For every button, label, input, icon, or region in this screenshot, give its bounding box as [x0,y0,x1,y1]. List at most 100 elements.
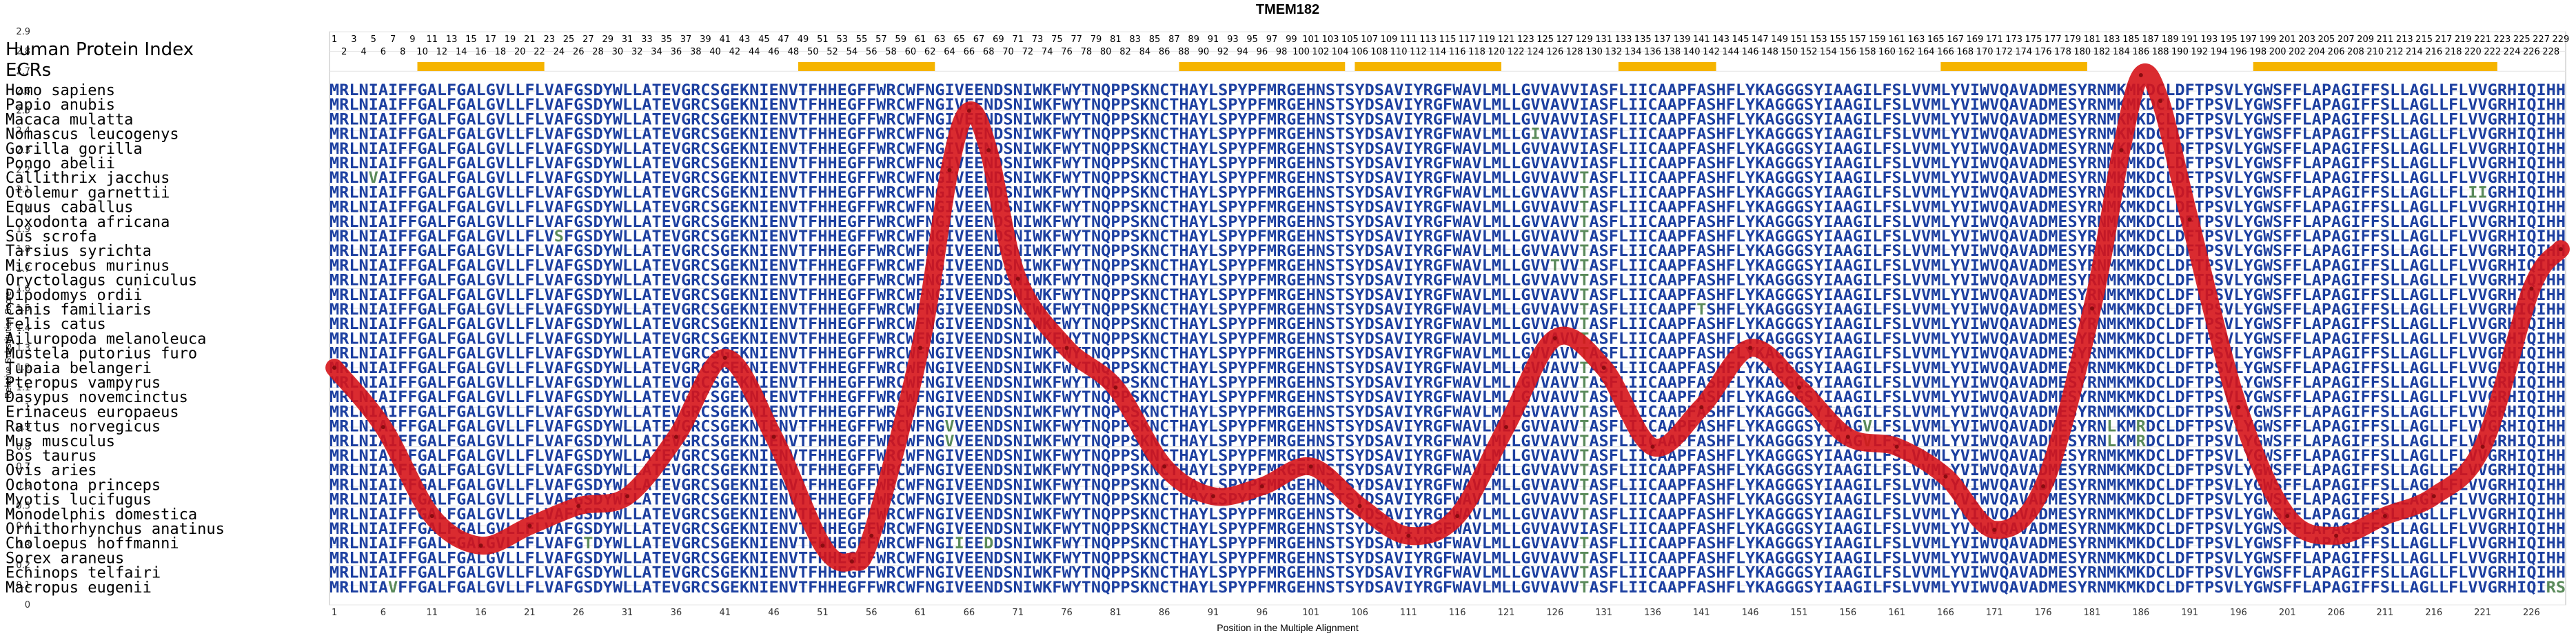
species-label: Tarsius syrichta [6,243,152,260]
x-tick-label: 31 [622,608,633,618]
substitution-score-point [947,168,952,172]
sequence-segment: T [1579,433,1589,450]
protein-index-number: 207 [2337,34,2355,45]
ecr-bar [2253,62,2497,71]
sequence-segment: RS [2546,579,2566,597]
substitution-score-point [2158,99,2163,103]
protein-index-number: 54 [846,47,858,57]
protein-index-number: 50 [807,47,819,57]
y-tick-label: 2.5 [16,106,30,117]
protein-index-number: 97 [1266,34,1278,45]
substitution-score-point [2119,148,2124,152]
substitution-score-point [1455,514,1460,519]
sequence-segment: T [1579,375,1589,392]
protein-index-number: 23 [543,34,555,45]
protein-index-number: 78 [1081,47,1093,57]
substitution-score-point [625,494,630,499]
substitution-score-point [1162,464,1167,469]
substitution-score-point [2558,247,2563,252]
protein-index-number: 135 [1634,34,1652,45]
substitution-score-point [1845,435,1850,439]
substitution-score-point [1259,484,1264,489]
protein-index-number: 218 [2445,47,2462,57]
sequence-segment: FFGALFGALGVLLFLVAFGSDYWLLATEVGRCSGEKNIEN… [398,579,1579,597]
protein-index-number: 199 [2260,34,2277,45]
substitution-score-point [849,559,854,564]
sequence-segment: T [1579,419,1589,436]
species-label: Oryctolagus cuniculus [6,272,197,290]
protein-index-number: 166 [1937,47,1954,57]
sequence-segment: D [984,535,993,552]
sequence-segment: T [1579,565,1589,582]
y-tick-label: 1.8 [16,244,30,255]
sequence-row: MRLNIAIFFGALFGALGVLLFLVAFGSDYWLLATEVGRCS… [329,141,2566,158]
protein-index-number: 210 [2366,47,2384,57]
sequence-row: MRLNIAIFFGALFGALGVLLFLVAFGSDYWLLATEVGRCS… [329,477,2566,494]
sequence-row: MRLNIAIFFGALFGALGVLLFLVAFGSDYWLLATEVGRCS… [329,82,2566,99]
protein-index-number: 44 [749,47,760,57]
substitution-score-point [1943,474,1948,479]
protein-index-number: 138 [1663,47,1681,57]
sequence-segment: I [1530,126,1540,143]
sequence-segment: T [1579,360,1589,377]
protein-index-number: 114 [1429,47,1446,57]
y-tick-label: 2.1 [16,185,30,195]
protein-index-number: 152 [1801,47,1818,57]
protein-index-number: 133 [1615,34,1632,45]
protein-index-number: 42 [729,47,741,57]
sequence-segment: T [1579,579,1589,597]
protein-index-number: 112 [1410,47,1427,57]
y-tick-label: 0.4 [16,521,30,531]
sequence-segment: EE [964,535,984,552]
protein-index-number: 142 [1703,47,1720,57]
sequence-segment: V [944,419,954,436]
substitution-score-point [1894,444,1899,449]
x-tick-label: 221 [2474,608,2491,618]
y-tick-label: 2.9 [16,27,30,37]
protein-index-number: 64 [944,47,955,57]
protein-index-number: 32 [631,47,643,57]
substitution-score-point [1552,336,1557,341]
substitution-score-point [820,544,825,548]
protein-index-number: 99 [1286,34,1297,45]
protein-index-number: 148 [1761,47,1778,57]
sequence-segment: I [955,535,964,552]
substitution-score-point [576,504,581,508]
protein-index-number: 193 [2201,34,2218,45]
species-label: Equus caballus [6,199,133,217]
protein-index-number: 183 [2103,34,2120,45]
species-label: Microcebus murinus [6,257,170,275]
x-tick-label: 26 [573,608,585,618]
protein-index-number: 33 [641,34,653,45]
protein-index-number: 73 [1032,34,1044,45]
protein-index-number: 40 [709,47,721,57]
x-axis: 1 6 11 16 21 26 31 36 41 46 51 56 61 66 71 76 81 86 91 96 10… [332,34,2569,618]
protein-index-number: 222 [2484,47,2501,57]
protein-index-number: 201 [2279,34,2296,45]
protein-index-number: 124 [1527,47,1544,57]
x-tick-label: 121 [1498,608,1515,618]
protein-index-number: 146 [1742,47,1759,57]
sequence-segment: MRLNIAIFFGALFGALGVLLFLVAFGSDYWLLATEVGRCS… [329,419,944,436]
protein-index-number: 104 [1332,47,1349,57]
sequence-segment: ASFLIICAAPFASHFLYKAGGGSYIAAGILFSLVVMLYVI… [1589,272,2566,290]
substitution-score-point [1357,504,1362,508]
sequence-segment: MRLN [329,170,369,187]
protein-index-number: 47 [778,34,789,45]
y-axis-label: Relative Substitution Score [3,291,13,399]
protein-index-number: 108 [1370,47,1388,57]
x-tick-label: 206 [2328,608,2345,618]
protein-index-number: 144 [1722,47,1739,57]
sequence-segment: KM [2116,433,2136,450]
species-label: Macropus eugenii [6,579,152,597]
protein-index-number: 25 [563,34,575,45]
protein-index-number: 129 [1576,34,1593,45]
protein-index-number: 151 [1791,34,1808,45]
species-label: Gorilla gorilla [6,141,143,158]
protein-index-number: 110 [1390,47,1408,57]
protein-index-number: 11 [426,34,438,45]
sequence-segment: KM [2116,419,2136,436]
y-tick-label: 0.1 [16,580,30,590]
substitution-score-point [966,108,971,113]
y-tick-label: 0.7 [16,461,30,472]
